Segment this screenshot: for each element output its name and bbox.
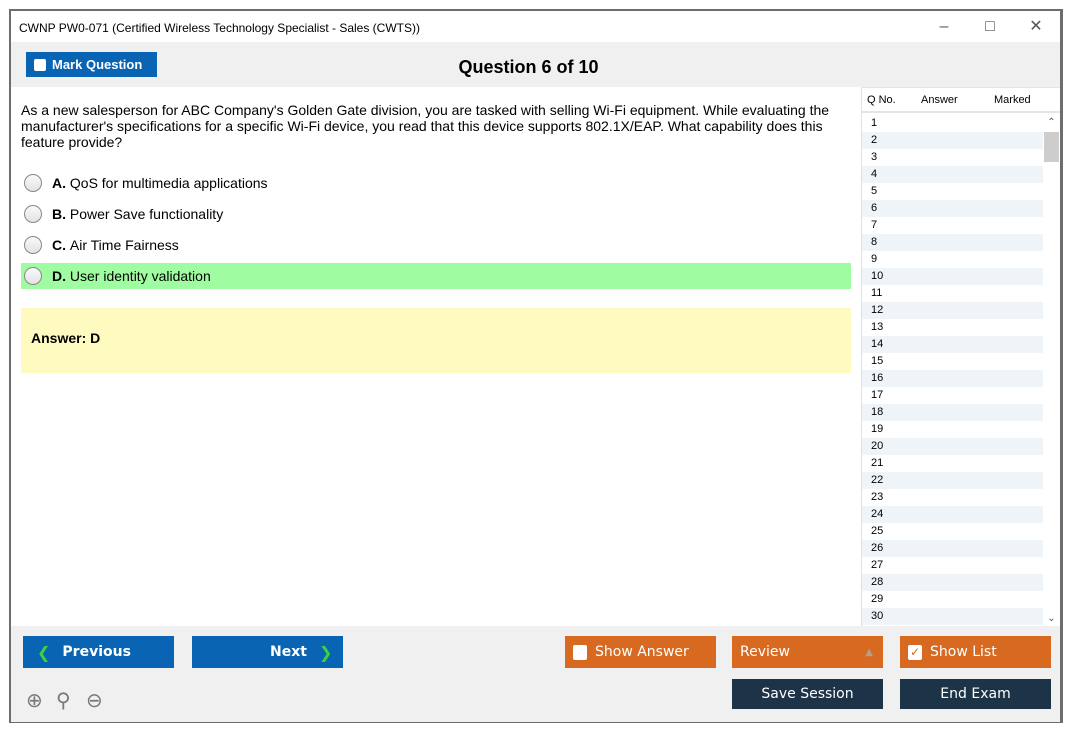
review-dropdown[interactable]: Review ▲: [732, 636, 883, 668]
answer-option[interactable]: B. Power Save functionality: [21, 201, 851, 227]
option-text: Air Time Fairness: [69, 237, 179, 253]
question-header: Mark Question Question 6 of 10: [11, 42, 1060, 87]
show-answer-button[interactable]: Show Answer: [565, 636, 716, 668]
answer-option[interactable]: A. QoS for multimedia applications: [21, 170, 851, 196]
answer-option[interactable]: D. User identity validation: [21, 263, 851, 289]
option-text: QoS for multimedia applications: [69, 175, 268, 191]
chevron-right-icon: ❯: [318, 642, 333, 662]
list-header: Q No. Answer Marked: [862, 87, 1060, 113]
list-scrollbar[interactable]: ⌃ ⌄: [1043, 115, 1060, 626]
option-letter: A.: [52, 175, 66, 191]
footer-toolbar: ❮ Previous Next ❯ Show Answer Review ▲ ✓ Sho…: [11, 626, 1060, 722]
list-row[interactable]: 5: [871, 185, 878, 197]
mark-question-button[interactable]: Mark Question: [26, 52, 157, 77]
list-row[interactable]: 26: [862, 540, 1044, 557]
list-row[interactable]: 11: [871, 287, 883, 299]
mark-question-label: Mark Question: [52, 57, 143, 72]
zoom-out-icon[interactable]: ⊖: [86, 690, 103, 712]
list-row[interactable]: 17: [871, 389, 884, 401]
list-row[interactable]: 8: [862, 234, 1044, 251]
scroll-down-icon[interactable]: ⌄: [1047, 613, 1056, 624]
question-title: Question 6 of 10: [458, 57, 599, 77]
list-row[interactable]: 27: [871, 559, 884, 571]
list-row[interactable]: 2: [862, 132, 1044, 149]
list-row[interactable]: 22: [862, 472, 1044, 489]
list-row[interactable]: 10: [862, 268, 1044, 285]
list-row[interactable]: 24: [862, 506, 1044, 523]
list-row[interactable]: 4: [862, 166, 1044, 183]
minimize-icon[interactable]: –: [939, 18, 949, 35]
window-title: CWNP PW0-071 (Certified Wireless Technol…: [19, 21, 420, 35]
list-row[interactable]: 14: [862, 336, 1044, 353]
radio-button[interactable]: [24, 174, 42, 192]
list-row[interactable]: 3: [871, 151, 878, 163]
list-row[interactable]: 1: [871, 117, 878, 129]
zoom-reset-icon[interactable]: ⚲: [56, 690, 71, 712]
list-row[interactable]: 6: [862, 200, 1044, 217]
list-row[interactable]: 20: [862, 438, 1044, 455]
option-letter: D.: [52, 268, 66, 284]
list-row[interactable]: 7: [871, 219, 878, 231]
previous-label: Previous: [62, 644, 131, 660]
show-list-label: Show List: [930, 644, 997, 660]
checkbox-icon: [34, 58, 46, 71]
list-row[interactable]: 18: [862, 404, 1044, 421]
show-list-button[interactable]: ✓ Show List: [900, 636, 1051, 668]
chevron-left-icon: ❮: [37, 642, 51, 662]
title-bar: CWNP PW0-071 (Certified Wireless Technol…: [11, 11, 1060, 42]
option-letter: B.: [52, 206, 66, 222]
list-row[interactable]: 15: [871, 355, 884, 367]
checkbox-checked-icon: ✓: [908, 644, 922, 660]
maximize-icon[interactable]: □: [985, 18, 995, 35]
option-letter: C.: [52, 237, 66, 253]
save-session-button[interactable]: Save Session: [732, 679, 883, 709]
previous-button[interactable]: ❮ Previous: [23, 636, 174, 668]
answer-option[interactable]: C. Air Time Fairness: [21, 232, 851, 258]
question-list: Q No. Answer Marked 1 2 3 4 5 6 7 8 9 10 11 12 13 14 1…: [861, 87, 1060, 626]
question-text: As a new salesperson for ABC Company's G…: [21, 102, 830, 150]
caret-up-icon: ▲: [865, 646, 873, 658]
app-window: CWNP PW0-071 (Certified Wireless Technol…: [9, 9, 1063, 723]
radio-button[interactable]: [24, 205, 42, 223]
zoom-in-icon[interactable]: ⊕: [26, 690, 43, 712]
option-text: User identity validation: [69, 268, 211, 284]
list-row[interactable]: 30: [862, 608, 1044, 625]
next-label: Next: [270, 644, 307, 660]
list-row[interactable]: 9: [871, 253, 878, 265]
radio-button[interactable]: [24, 267, 42, 285]
list-row[interactable]: 12: [862, 302, 1044, 319]
answer-box: Answer: D: [21, 308, 851, 373]
list-row[interactable]: 16: [862, 370, 1044, 387]
scroll-up-icon[interactable]: ⌃: [1047, 117, 1056, 128]
close-icon[interactable]: ✕: [1029, 18, 1043, 35]
list-row[interactable]: 23: [871, 491, 884, 503]
scroll-thumb[interactable]: [1044, 132, 1059, 162]
end-exam-button[interactable]: End Exam: [900, 679, 1051, 709]
col-answer[interactable]: Answer: [921, 93, 958, 106]
review-label: Review: [740, 644, 790, 660]
list-row[interactable]: 19: [871, 423, 884, 435]
list-row[interactable]: 13: [871, 321, 884, 333]
show-answer-label: Show Answer: [595, 644, 689, 660]
col-marked[interactable]: Marked: [994, 93, 1031, 106]
radio-button[interactable]: [24, 236, 42, 254]
list-row[interactable]: 21: [871, 457, 884, 469]
option-text: Power Save functionality: [69, 206, 224, 222]
list-row[interactable]: 28: [862, 574, 1044, 591]
col-qno[interactable]: Q No.: [867, 93, 896, 106]
list-row[interactable]: 25: [871, 525, 884, 537]
list-row[interactable]: 29: [871, 593, 884, 605]
next-button[interactable]: Next ❯: [192, 636, 343, 668]
checkbox-icon: [573, 644, 587, 660]
